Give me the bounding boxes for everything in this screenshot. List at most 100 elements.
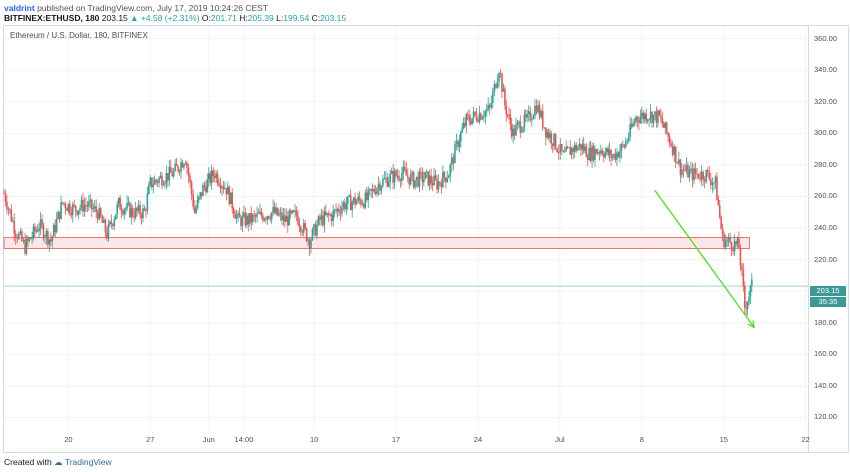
candle-body [32,226,35,238]
candle-body [313,224,315,229]
candle-body [285,216,288,222]
candle-body [575,144,578,151]
candle-body [130,207,133,218]
candle-body [714,176,717,183]
candle-body [110,221,113,225]
candle-body [114,214,117,220]
candle-body [234,214,236,219]
candle-body [55,219,58,232]
candle-body [440,183,443,188]
candle-body [106,232,108,239]
candle-body [104,219,107,233]
candle-body [586,157,589,160]
published-text: published on TradingView.com, July 17, 2… [37,3,268,13]
candle-body [472,111,475,118]
candle-body [295,210,298,216]
candle-body [527,111,530,114]
candle-body [526,113,528,118]
candle-body [434,175,437,180]
candle-body [460,132,462,142]
candle-body [18,233,20,239]
candle-body [724,240,727,248]
candle-body [723,233,725,248]
candle-body [195,208,197,213]
candle-body [254,215,257,217]
tradingview-brand: TradingView [64,457,112,467]
candle-body [327,213,330,216]
symbol-name: BITFINEX:ETHUSD, 180 [4,13,100,23]
candle-body [585,146,588,158]
candle-body [573,144,576,153]
candle-body [738,238,740,249]
candle-body [645,113,648,122]
candle-body [405,169,408,176]
candle-body [139,204,141,215]
candle-body [421,172,424,183]
candle-body [520,131,523,133]
candle-body [390,170,393,174]
candle-body [266,216,269,220]
candle-body [175,163,178,166]
candle-body [376,188,378,195]
candle-body [455,140,458,145]
candle-body [279,212,282,215]
candle-body [510,124,513,137]
candle-body [145,210,147,212]
candle-body [196,199,199,209]
candle-body [446,178,449,182]
candle-body [27,238,29,241]
candle-body [389,173,392,183]
candle-body [502,88,505,92]
candle-body [200,192,203,196]
candle-body [439,181,441,184]
candle-body [457,140,459,147]
candle-body [119,198,121,210]
candle-body [610,149,612,159]
candle-body [265,218,267,220]
x-tick-label: 14:00 [234,435,254,444]
candle-body [244,212,247,226]
candle-body [553,133,555,146]
candle-body [451,157,453,165]
candle-body [58,211,61,219]
candle-body [395,170,397,176]
author-name[interactable]: valdrint [4,3,35,13]
footer-credit[interactable]: Created with ☁ TradingView [4,457,112,468]
candle-body [739,248,742,266]
price-axis[interactable] [809,25,849,453]
y-tick-label: 140.00 [814,380,837,390]
candle-body [74,205,77,211]
candle-body [149,177,152,186]
candle-body [506,114,509,116]
candle-body [76,210,78,215]
candle-body [524,114,527,118]
candle-body [77,210,80,215]
candle-body [417,176,419,187]
candle-body [352,197,355,203]
candle-body [638,120,640,123]
candle-body [96,212,99,220]
candle-body [496,81,499,88]
candle-body [393,170,396,183]
candle-body [338,208,340,212]
candle-body [484,111,487,117]
candle-body [751,279,753,287]
candle-body [601,150,604,155]
candle-body [516,122,519,126]
candle-body [162,184,165,186]
candle-body [253,214,255,216]
candle-body [16,237,19,239]
symbol-line: BITFINEX:ETHUSD, 180 203.15 ▲ +4.58 (+2.… [4,13,346,24]
candle-body [123,209,126,215]
candle-body [720,216,722,229]
candle-body [161,175,163,186]
chart-plot-area[interactable] [3,25,809,453]
x-tick-label: 10 [309,435,319,444]
candle-body [284,215,286,222]
candle-body [335,209,337,212]
candle-body [572,147,574,153]
candle-body [466,114,469,116]
candle-body [480,113,482,120]
candle-body [311,228,314,240]
candle-body [122,211,124,215]
